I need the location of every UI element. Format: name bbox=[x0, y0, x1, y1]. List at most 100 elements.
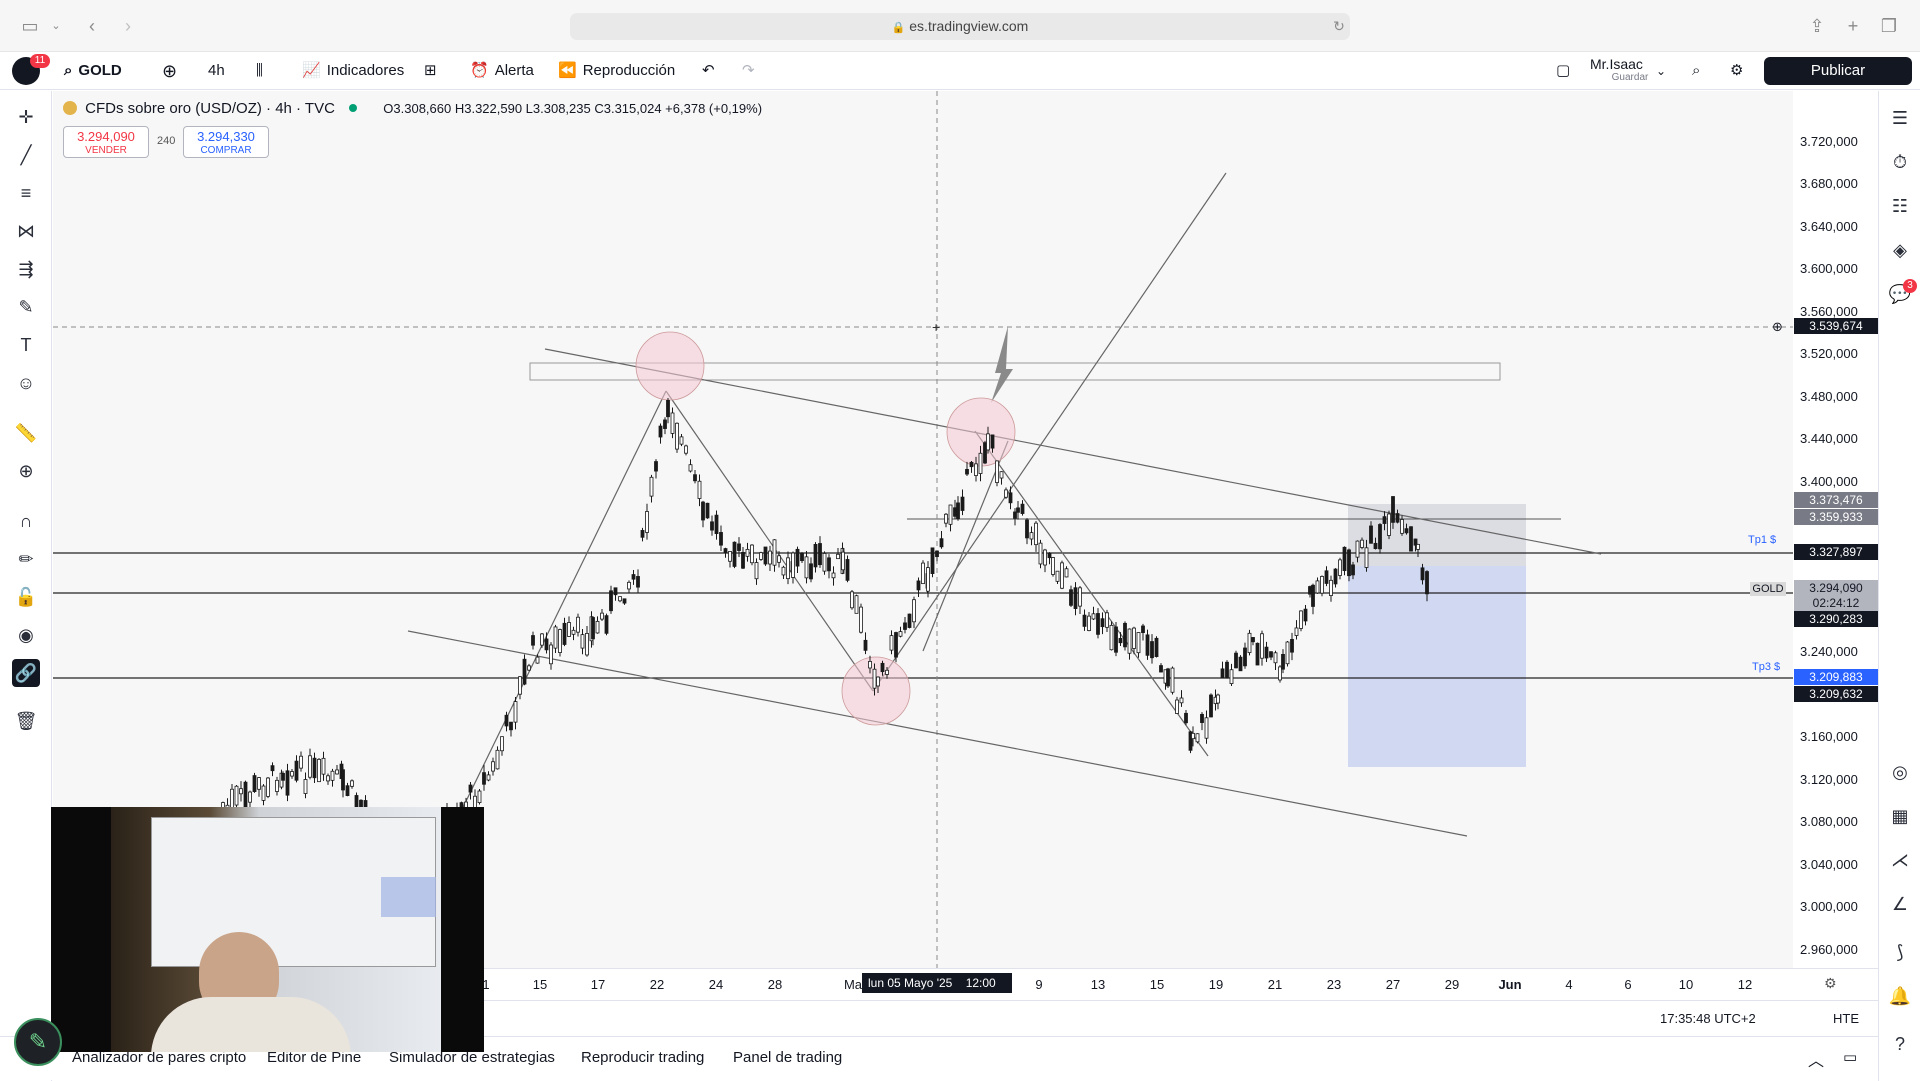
indicators-button[interactable]: 📈 Indicadores bbox=[302, 52, 404, 90]
undo-icon[interactable]: ↶ bbox=[702, 62, 715, 79]
price-tick: 3.560,000 bbox=[1800, 304, 1858, 319]
tab-strategy-tester[interactable]: Simulador de estrategias bbox=[389, 1049, 555, 1066]
help-icon[interactable]: ? bbox=[1894, 1034, 1905, 1054]
upper-trendline bbox=[544, 348, 1602, 555]
quick-search-icon[interactable]: ⌕ bbox=[1692, 62, 1701, 79]
zoom-in-icon[interactable]: ⊕ bbox=[18, 461, 34, 481]
clock-text[interactable]: 17:35:48 UTC+2 bbox=[1660, 1011, 1756, 1026]
sync-link-icon[interactable]: 🔗 bbox=[12, 659, 40, 687]
calendar-icon[interactable]: ▦ bbox=[1891, 806, 1909, 826]
rewind-icon: ⏪ bbox=[558, 62, 577, 79]
time-tick: 15 bbox=[1149, 977, 1165, 992]
time-tick: 12 bbox=[1737, 977, 1753, 992]
browser-toolbar: ▭ ⌄ ‹ › 🔒 es.tradingview.com ↻ ⇪ + ❐ bbox=[0, 0, 1920, 52]
network-icon[interactable]: ⋌ bbox=[1891, 850, 1909, 870]
compare-symbol-icon[interactable]: ⊕ bbox=[162, 61, 178, 81]
chart-type-icon[interactable]: ⫼ bbox=[256, 62, 263, 79]
maximize-panel-icon[interactable]: ▭ bbox=[1843, 1049, 1858, 1066]
layers-icon[interactable]: ◈ bbox=[1893, 240, 1907, 260]
time-tick: Jun bbox=[1498, 977, 1522, 992]
drawing-toolbar: ✛ ╱ ≡ ⋈ ⇶ ✎ T ☺ 📏 ⊕ ∩ ✏ 🔓 ◉ 🔗 🗑 bbox=[0, 91, 52, 1081]
arrow-marker bbox=[991, 326, 1013, 403]
time-tick: 17 bbox=[590, 977, 606, 992]
symbol-tag: GOLD bbox=[1750, 582, 1786, 596]
back-icon[interactable]: ‹ bbox=[89, 16, 95, 36]
price-tick: 3.520,000 bbox=[1800, 346, 1858, 361]
ohlc-values: O3.308,660 H3.322,590 L3.308,235 C3.315,… bbox=[383, 101, 763, 116]
buy-button[interactable]: 3.294,330 COMPRAR bbox=[183, 126, 269, 158]
eye-icon[interactable]: ◉ bbox=[18, 625, 34, 645]
lower-trendline bbox=[407, 630, 1468, 837]
save-label: Guardar bbox=[1611, 72, 1649, 83]
chevron-down-icon[interactable]: ⌄ bbox=[1656, 64, 1667, 78]
price-label-high: 3.373,476 bbox=[1794, 492, 1878, 508]
symbol-legend[interactable]: CFDs sobre oro (USD/OZ) · 4h · TVC O3.30… bbox=[63, 100, 762, 122]
tab-replay-trading[interactable]: Reproducir trading bbox=[581, 1049, 705, 1066]
webcam-person-body bbox=[151, 997, 351, 1052]
price-tick: 3.480,000 bbox=[1800, 389, 1858, 404]
interval-button[interactable]: 4h bbox=[208, 62, 225, 79]
ruler-icon[interactable]: 📏 bbox=[14, 423, 38, 443]
edit-drawing-button[interactable]: ✎ bbox=[14, 1018, 62, 1066]
layout-icon[interactable]: ▢ bbox=[1556, 62, 1571, 79]
tab-pine-editor[interactable]: Editor de Pine bbox=[267, 1049, 362, 1066]
channel-line bbox=[922, 440, 1009, 652]
share-icon[interactable]: ⇪ bbox=[1809, 16, 1825, 36]
reload-icon[interactable]: ↻ bbox=[1333, 18, 1345, 34]
price-scale[interactable] bbox=[1793, 91, 1878, 968]
redo-icon[interactable]: ↷ bbox=[742, 62, 755, 79]
time-tick: 10 bbox=[1678, 977, 1694, 992]
chart-lines-icon[interactable]: ∠ bbox=[1891, 894, 1909, 914]
peak-circle-1 bbox=[635, 331, 705, 401]
target-icon[interactable]: ◎ bbox=[1892, 762, 1908, 782]
forecast-icon[interactable]: ⇶ bbox=[18, 259, 34, 279]
crosshair-cursor-icon: + bbox=[932, 319, 941, 335]
right-sidebar: ☰ ⏱ ☷ ◈ 💬 3 ◎ ▦ ⋌ ∠ ⟆ 🔔 ? bbox=[1878, 91, 1920, 1081]
trend-line-icon[interactable]: ╱ bbox=[20, 145, 32, 165]
symbol-search-button[interactable]: ⌕ GOLD bbox=[64, 52, 122, 90]
sell-label: VENDER bbox=[85, 145, 127, 156]
alerts-clock-icon[interactable]: ⏱ bbox=[1892, 152, 1908, 172]
brush-icon[interactable]: ✎ bbox=[18, 297, 34, 317]
replay-button[interactable]: ⏪ Reproducción bbox=[558, 52, 675, 90]
search-icon: ⌕ bbox=[64, 62, 73, 79]
stop-zone bbox=[1348, 504, 1526, 566]
crosshair-icon[interactable]: ✛ bbox=[18, 107, 34, 127]
chat-badge: 3 bbox=[1903, 279, 1917, 293]
horizontal-lines-icon[interactable]: ≡ bbox=[20, 183, 32, 203]
trash-icon[interactable]: 🗑 bbox=[14, 711, 38, 731]
add-alert-icon[interactable]: ⊕ bbox=[1772, 319, 1783, 334]
alert-button[interactable]: ⏰ Alerta bbox=[470, 52, 534, 90]
object-tree-icon[interactable]: ☷ bbox=[1891, 196, 1909, 216]
axis-settings-icon[interactable]: ⚙ bbox=[1824, 975, 1837, 991]
bell-icon[interactable]: 🔔 bbox=[1888, 986, 1912, 1006]
lock-icon: 🔒 bbox=[891, 22, 906, 34]
sell-button[interactable]: 3.294,090 VENDER bbox=[63, 126, 149, 158]
sidebar-toggle-icon[interactable]: ▭ bbox=[21, 16, 39, 36]
layout-name[interactable]: Mr.Isaac Guardar bbox=[1590, 56, 1670, 84]
publish-button[interactable]: Publicar bbox=[1764, 57, 1912, 85]
resistance-rectangle bbox=[529, 362, 1501, 381]
chevron-up-icon[interactable]: ︿ bbox=[1808, 1053, 1825, 1070]
lock-icon[interactable]: 🔓 bbox=[14, 587, 38, 607]
text-icon[interactable]: T bbox=[20, 335, 32, 355]
tabs-overview-icon[interactable]: ❐ bbox=[1880, 16, 1898, 36]
url-bar[interactable]: 🔒 es.tradingview.com bbox=[570, 13, 1350, 40]
new-tab-icon[interactable]: + bbox=[1847, 16, 1859, 36]
tab-crypto-pairs[interactable]: Analizador de pares cripto bbox=[72, 1049, 247, 1066]
settings-icon[interactable]: ⚙ bbox=[1730, 62, 1744, 79]
watchlist-icon[interactable]: ☰ bbox=[1891, 108, 1909, 128]
session-text[interactable]: HTE bbox=[1833, 1011, 1859, 1026]
templates-icon[interactable]: ⊞ bbox=[424, 62, 437, 79]
tp1-name: Tp1 $ bbox=[1748, 534, 1777, 546]
magnet-icon[interactable]: ∩ bbox=[19, 511, 33, 531]
emoji-icon[interactable]: ☺ bbox=[16, 373, 36, 393]
time-tick: 4 bbox=[1565, 977, 1573, 992]
lock-drawing-icon[interactable]: ✏ bbox=[18, 549, 34, 569]
forward-icon[interactable]: › bbox=[125, 16, 131, 36]
pattern-icon[interactable]: ⋈ bbox=[17, 221, 35, 241]
chevron-down-icon[interactable]: ⌄ bbox=[51, 20, 61, 32]
tab-trading-panel[interactable]: Panel de trading bbox=[733, 1049, 843, 1066]
broadcast-icon[interactable]: ⟆ bbox=[1896, 942, 1904, 962]
rise-line-2 bbox=[872, 172, 1227, 692]
